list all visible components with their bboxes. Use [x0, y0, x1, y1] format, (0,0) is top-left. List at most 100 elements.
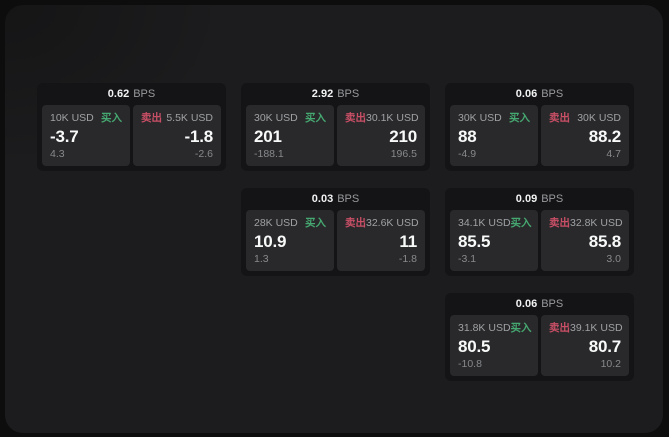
- buy-tag: 买入: [509, 112, 530, 124]
- sell-price: 210: [389, 127, 417, 146]
- quote-card-body: 28K USD 买入 10.9 1.3 卖出 32.6K USD 11 -1.8: [241, 210, 430, 276]
- bps-value: 0.09: [515, 193, 538, 205]
- bps-header: 0.03 BPS: [241, 188, 430, 210]
- quote-card-card-3[interactable]: 0.06 BPS 30K USD 买入 88 -4.9 卖出 30K USD 8…: [445, 83, 634, 171]
- buy-quote-tile[interactable]: 31.8K USD 买入 80.5 -10.8: [450, 315, 538, 376]
- sell-tile-header: 卖出 32.6K USD: [345, 217, 419, 230]
- sell-amount: 39.1K USD: [570, 322, 623, 334]
- sell-tag: 卖出: [141, 112, 162, 124]
- sell-tile-header: 卖出 30.1K USD: [345, 112, 419, 125]
- bps-unit-label: BPS: [541, 88, 564, 100]
- bps-header: 2.92 BPS: [241, 83, 430, 105]
- sell-amount: 30.1K USD: [366, 112, 419, 124]
- quote-card-body: 10K USD 买入 -3.7 4.3 卖出 5.5K USD -1.8 -2.…: [37, 105, 226, 171]
- quote-card-body: 30K USD 买入 201 -188.1 卖出 30.1K USD 210 1…: [241, 105, 430, 171]
- sell-delta: -2.6: [194, 148, 213, 160]
- buy-amount: 10K USD: [50, 112, 94, 124]
- buy-delta: -188.1: [254, 148, 284, 160]
- sell-delta: -1.8: [398, 253, 417, 265]
- buy-delta: 4.3: [50, 148, 65, 160]
- sell-price: 80.7: [588, 337, 621, 356]
- quote-card-body: 31.8K USD 买入 80.5 -10.8 卖出 39.1K USD 80.…: [445, 315, 634, 381]
- sell-tag: 卖出: [549, 217, 570, 229]
- sell-quote-tile[interactable]: 卖出 5.5K USD -1.8 -2.6: [133, 105, 221, 166]
- bps-value: 0.62: [107, 88, 130, 100]
- buy-amount: 31.8K USD: [458, 322, 511, 334]
- quote-card-body: 30K USD 买入 88 -4.9 卖出 30K USD 88.2 4.7: [445, 105, 634, 171]
- bps-header: 0.06 BPS: [445, 293, 634, 315]
- sell-amount: 32.6K USD: [366, 217, 419, 229]
- bps-value: 2.92: [311, 88, 334, 100]
- sell-tag: 卖出: [549, 112, 570, 124]
- sell-tile-header: 卖出 32.8K USD: [549, 217, 623, 230]
- buy-tag: 买入: [510, 322, 532, 334]
- buy-delta: 1.3: [254, 253, 269, 265]
- sell-quote-tile[interactable]: 卖出 39.1K USD 80.7 10.2: [541, 315, 629, 376]
- buy-amount: 28K USD: [254, 217, 298, 229]
- bps-header: 0.09 BPS: [445, 188, 634, 210]
- sell-tile-header: 卖出 30K USD: [549, 112, 621, 125]
- buy-price: 10.9: [254, 232, 287, 251]
- buy-tile-header: 31.8K USD 买入: [458, 322, 532, 335]
- bps-value: 0.06: [515, 298, 538, 310]
- quote-card-card-1[interactable]: 0.62 BPS 10K USD 买入 -3.7 4.3 卖出 5.5K USD…: [37, 83, 226, 171]
- buy-tile-header: 30K USD 买入: [254, 112, 326, 125]
- bps-value: 0.06: [515, 88, 538, 100]
- buy-delta: -10.8: [458, 358, 482, 370]
- sell-quote-tile[interactable]: 卖出 32.6K USD 11 -1.8: [337, 210, 425, 271]
- buy-price: -3.7: [50, 127, 79, 146]
- buy-quote-tile[interactable]: 10K USD 买入 -3.7 4.3: [42, 105, 130, 166]
- sell-tag: 卖出: [345, 112, 366, 124]
- buy-tag: 买入: [510, 217, 532, 229]
- bps-unit-label: BPS: [337, 88, 360, 100]
- buy-price: 88: [458, 127, 477, 146]
- buy-quote-tile[interactable]: 34.1K USD 买入 85.5 -3.1: [450, 210, 538, 271]
- sell-amount: 32.8K USD: [570, 217, 623, 229]
- sell-amount: 5.5K USD: [166, 112, 213, 124]
- sell-delta: 10.2: [600, 358, 621, 370]
- sell-quote-tile[interactable]: 卖出 30.1K USD 210 196.5: [337, 105, 425, 166]
- quote-card-card-6[interactable]: 0.06 BPS 31.8K USD 买入 80.5 -10.8 卖出 39.1…: [445, 293, 634, 381]
- bps-header: 0.62 BPS: [37, 83, 226, 105]
- quote-board-panel: 0.62 BPS 10K USD 买入 -3.7 4.3 卖出 5.5K USD…: [5, 5, 663, 433]
- sell-delta: 4.7: [606, 148, 621, 160]
- buy-quote-tile[interactable]: 28K USD 买入 10.9 1.3: [246, 210, 334, 271]
- bps-unit-label: BPS: [541, 298, 564, 310]
- sell-price: 11: [399, 232, 417, 251]
- bps-value: 0.03: [311, 193, 334, 205]
- quote-card-card-2[interactable]: 2.92 BPS 30K USD 买入 201 -188.1 卖出 30.1K …: [241, 83, 430, 171]
- buy-amount: 34.1K USD: [458, 217, 511, 229]
- quote-card-card-4[interactable]: 0.03 BPS 28K USD 买入 10.9 1.3 卖出 32.6K US…: [241, 188, 430, 276]
- buy-tile-header: 28K USD 买入: [254, 217, 326, 230]
- sell-price: 88.2: [588, 127, 621, 146]
- sell-tag: 卖出: [345, 217, 366, 229]
- sell-tile-header: 卖出 39.1K USD: [549, 322, 623, 335]
- sell-quote-tile[interactable]: 卖出 30K USD 88.2 4.7: [541, 105, 629, 166]
- buy-tile-header: 34.1K USD 买入: [458, 217, 532, 230]
- buy-tag: 买入: [305, 112, 326, 124]
- quote-card-body: 34.1K USD 买入 85.5 -3.1 卖出 32.8K USD 85.8…: [445, 210, 634, 276]
- buy-delta: -4.9: [458, 148, 477, 160]
- bps-unit-label: BPS: [541, 193, 564, 205]
- bps-unit-label: BPS: [337, 193, 360, 205]
- buy-quote-tile[interactable]: 30K USD 买入 88 -4.9: [450, 105, 538, 166]
- sell-quote-tile[interactable]: 卖出 32.8K USD 85.8 3.0: [541, 210, 629, 271]
- buy-price: 85.5: [458, 232, 491, 251]
- sell-amount: 30K USD: [577, 112, 621, 124]
- quote-card-card-5[interactable]: 0.09 BPS 34.1K USD 买入 85.5 -3.1 卖出 32.8K…: [445, 188, 634, 276]
- buy-amount: 30K USD: [254, 112, 298, 124]
- quote-grid: 0.62 BPS 10K USD 买入 -3.7 4.3 卖出 5.5K USD…: [37, 83, 634, 381]
- bps-header: 0.06 BPS: [445, 83, 634, 105]
- buy-price: 80.5: [458, 337, 491, 356]
- sell-tag: 卖出: [549, 322, 570, 334]
- buy-tile-header: 30K USD 买入: [458, 112, 530, 125]
- sell-delta: 196.5: [390, 148, 417, 160]
- buy-quote-tile[interactable]: 30K USD 买入 201 -188.1: [246, 105, 334, 166]
- buy-tag: 买入: [101, 112, 122, 124]
- sell-price: -1.8: [184, 127, 214, 146]
- buy-delta: -3.1: [458, 253, 477, 265]
- sell-tile-header: 卖出 5.5K USD: [141, 112, 213, 125]
- buy-amount: 30K USD: [458, 112, 502, 124]
- buy-price: 201: [254, 127, 282, 146]
